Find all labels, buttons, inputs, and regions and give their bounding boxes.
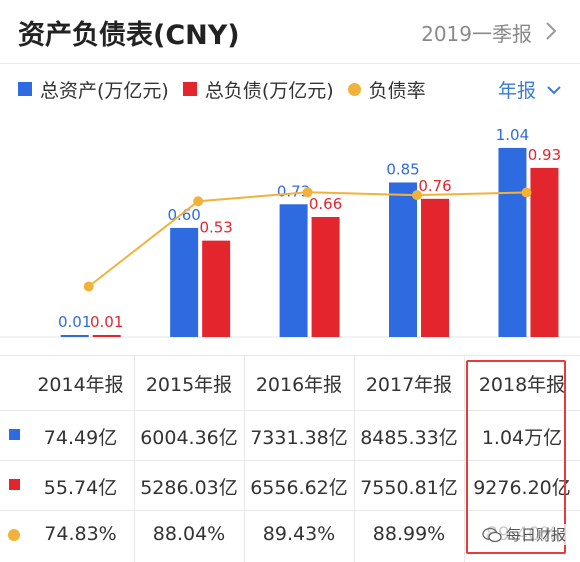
bar-total-liabilities	[92, 335, 121, 337]
table-cell: 88.99%	[372, 523, 446, 545]
bar-total-assets	[389, 182, 418, 337]
chevron-right-icon[interactable]	[540, 19, 562, 43]
table-header-cell: 2016年报	[255, 374, 343, 396]
table-cell: 74.83%	[44, 523, 117, 545]
page-title: 资产负债表(CNY)	[18, 20, 240, 51]
table-row-divider	[0, 355, 580, 356]
legend-marker	[182, 82, 197, 96]
bar-data-label: 0.93	[528, 146, 561, 164]
row-indicator-square	[9, 479, 20, 490]
bar-data-label: 0.76	[418, 177, 451, 195]
bar-total-assets	[279, 204, 308, 337]
bar-total-liabilities	[530, 167, 559, 337]
bar-data-label: 0.01	[58, 313, 91, 331]
bar-data-label: 1.04	[496, 126, 529, 144]
line-point-debt-ratio	[193, 196, 204, 207]
balance-sheet-chart: 0.010.010.600.530.730.660.850.761.040.93	[0, 126, 580, 338]
table-cell: 88.04%	[152, 523, 226, 545]
table-cell: 7550.81亿	[360, 477, 458, 499]
legend-item-total-assets[interactable]: 总资产(万亿元)	[18, 76, 169, 103]
table-column-divider	[244, 355, 245, 562]
line-point-debt-ratio	[412, 190, 423, 201]
report-type-dropdown[interactable]: 年报	[498, 76, 562, 103]
legend-marker	[347, 82, 361, 96]
table-column-divider	[464, 355, 465, 562]
table-column-divider	[354, 355, 355, 562]
table-row-divider	[0, 510, 580, 511]
table-header-cell: 2015年报	[145, 374, 233, 396]
bar-total-assets	[170, 227, 199, 337]
table-cell: 8485.33亿	[360, 427, 458, 449]
watermark-text: 每日财报	[506, 526, 567, 544]
bar-data-label: 0.85	[386, 160, 419, 178]
row-indicator-dot	[8, 529, 20, 541]
bar-total-liabilities	[202, 240, 231, 337]
chart-legend: 总资产(万亿元) 总负债(万亿元) 负债率	[18, 74, 440, 104]
bar-data-label: 0.73	[277, 182, 310, 200]
bar-total-liabilities	[421, 198, 450, 337]
table-header-cell: 2017年报	[365, 374, 453, 396]
table-row-divider	[0, 460, 580, 461]
table-cell: 5286.03亿	[140, 477, 238, 499]
table-header-cell: 2014年报	[37, 374, 124, 396]
watermark: 每日财报	[478, 524, 571, 545]
legend-item-debt-ratio[interactable]: 负债率	[347, 76, 426, 103]
data-table: 2014年报 2015年报 2016年报 2017年报 2018年报 74.49亿 6004…	[0, 355, 580, 562]
table-row-divider	[0, 410, 580, 411]
table-cell: 9276.20亿	[473, 477, 571, 499]
line-point-debt-ratio	[521, 187, 532, 198]
legend-label: 总负债(万亿元)	[204, 79, 334, 102]
bar-data-label: 0.66	[309, 195, 342, 213]
table-cell: 7331.38亿	[250, 427, 348, 449]
line-point-debt-ratio	[83, 281, 94, 292]
table-cell: 55.74亿	[43, 477, 118, 499]
bar-data-label: 0.53	[199, 219, 232, 237]
dropdown-label: 年报	[497, 80, 536, 102]
period-selector[interactable]: 2019一季报	[421, 22, 532, 46]
header: 资产负债表(CNY) 2019一季报	[0, 0, 580, 64]
highlight-box-2018	[466, 360, 566, 554]
table-cell: 89.43%	[262, 523, 336, 545]
legend-marker	[18, 82, 32, 96]
line-point-debt-ratio	[302, 187, 313, 198]
row-indicator-square	[9, 429, 20, 440]
table-header-cell: 2018年报	[478, 374, 566, 396]
bar-total-assets	[498, 147, 527, 337]
bar-total-liabilities	[311, 217, 340, 337]
legend-label: 负债率	[368, 79, 426, 102]
table-cell: 1.04万亿	[481, 427, 563, 449]
wechat-icon	[482, 527, 502, 542]
table-cell: 6556.62亿	[250, 477, 348, 499]
chevron-down-icon	[547, 85, 561, 94]
legend-item-total-liabilities[interactable]: 总负债(万亿元)	[182, 76, 334, 103]
bar-total-assets	[60, 335, 89, 337]
table-cell: 6004.36亿	[140, 427, 238, 449]
table-column-divider	[134, 355, 135, 562]
legend-label: 总资产(万亿元)	[40, 79, 169, 102]
bar-data-label: 0.01	[90, 313, 123, 331]
table-cell: 74.49亿	[43, 427, 118, 449]
